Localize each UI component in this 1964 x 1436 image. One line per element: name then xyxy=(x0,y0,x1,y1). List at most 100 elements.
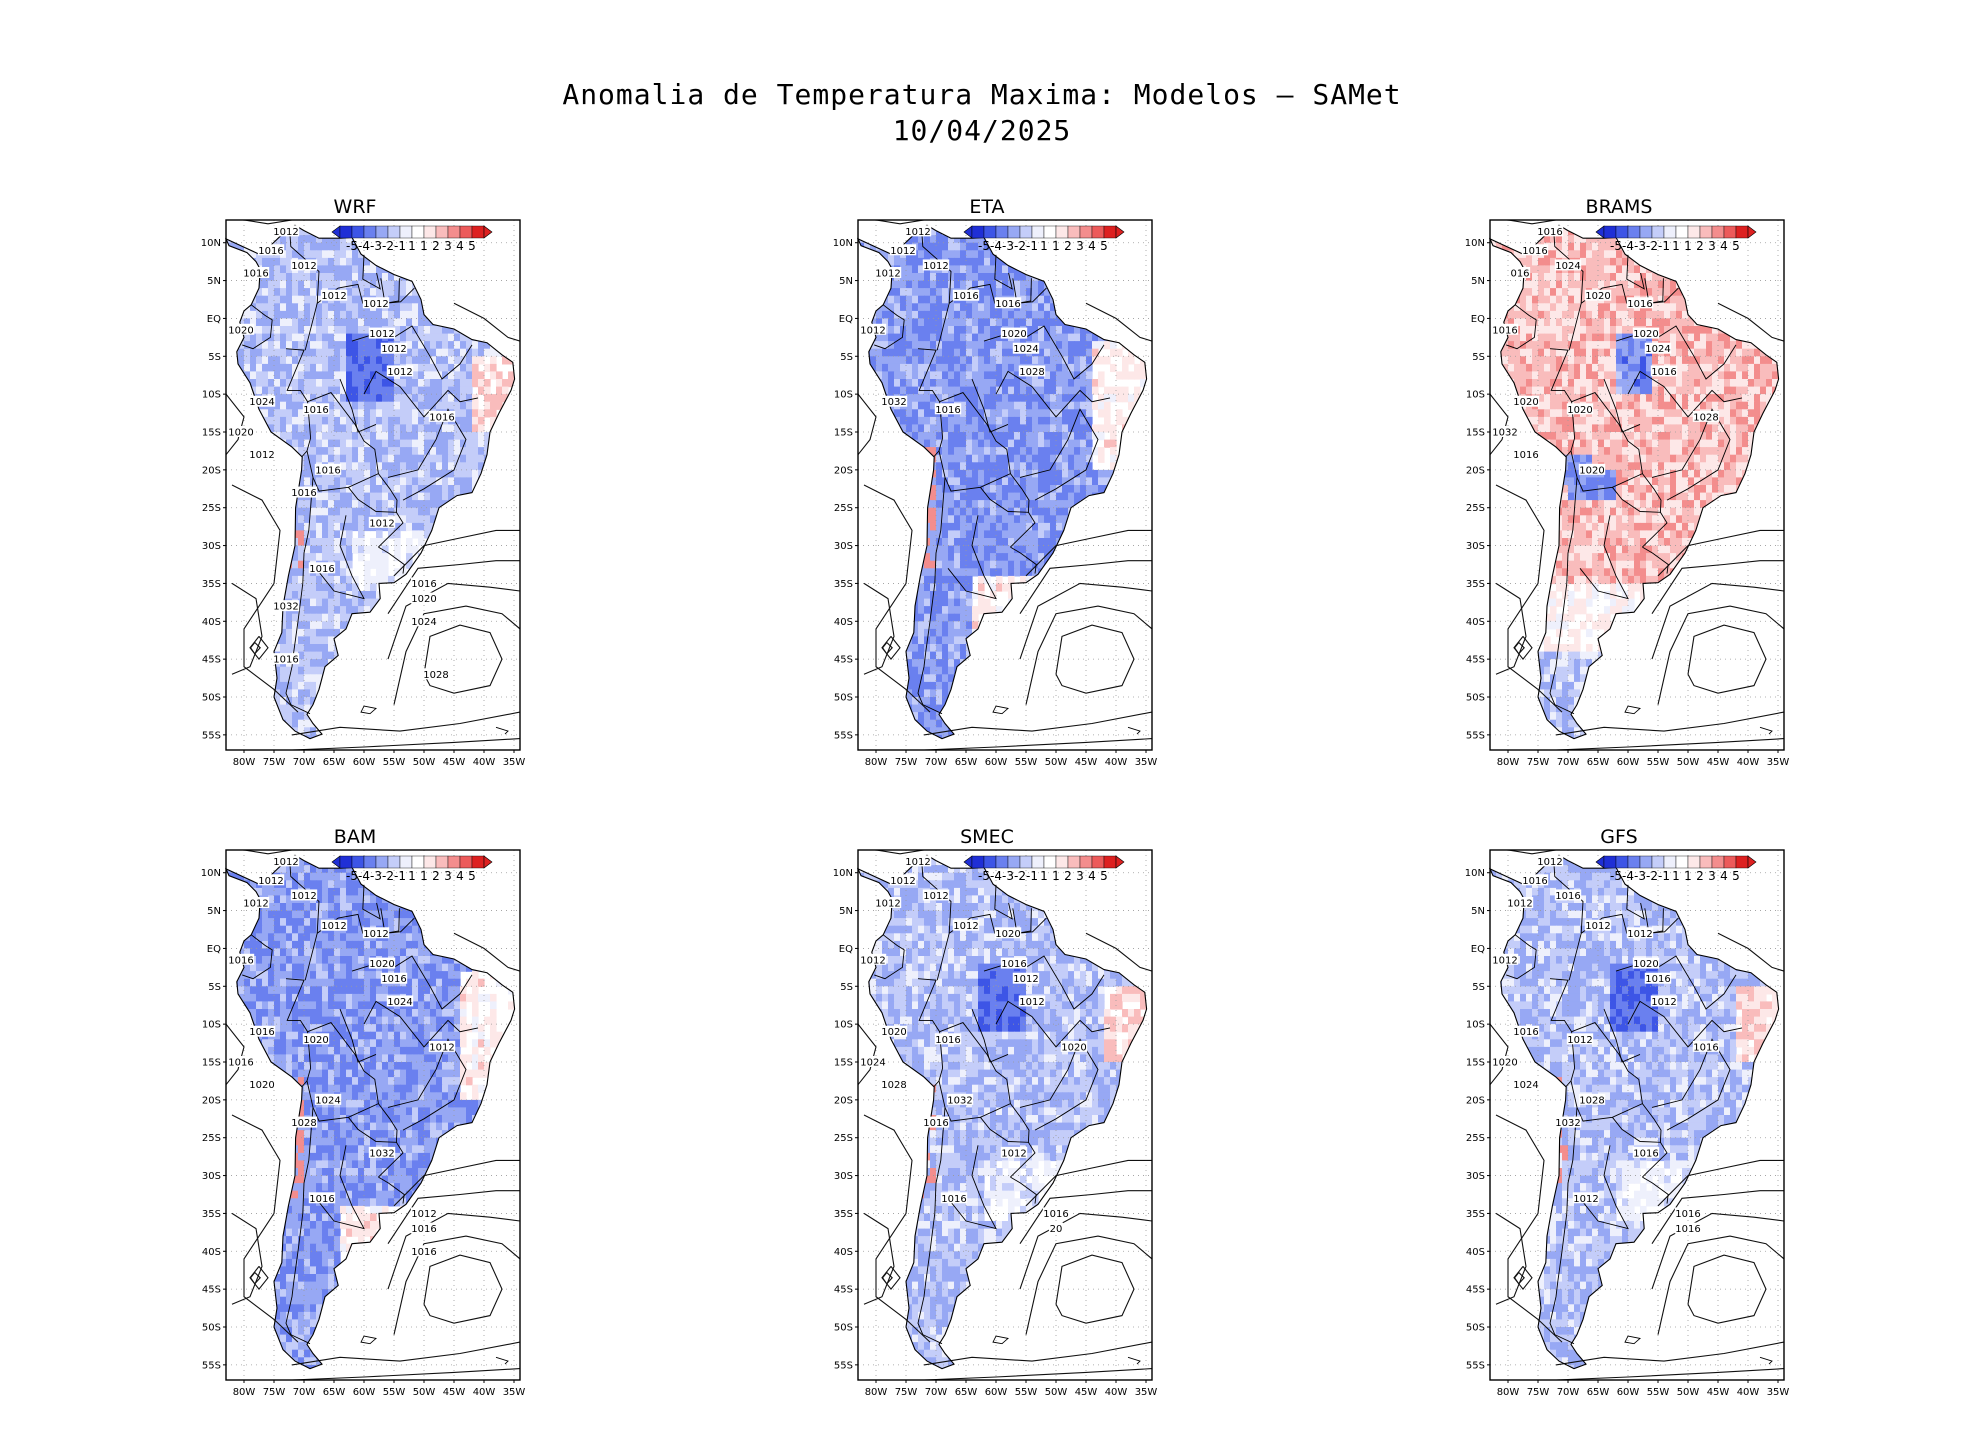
anomaly-cell xyxy=(424,424,431,433)
anomaly-cell xyxy=(954,235,961,244)
anomaly-cell xyxy=(996,432,1003,441)
coastline xyxy=(224,224,516,740)
anomaly-cell xyxy=(912,363,919,373)
anomaly-cell xyxy=(340,432,347,441)
anomaly-cell xyxy=(328,606,335,615)
anomaly-cell xyxy=(1050,333,1057,342)
anomaly-cell xyxy=(376,432,383,441)
anomaly-cell xyxy=(340,439,347,448)
anomaly-cell xyxy=(942,250,949,259)
anomaly-cell xyxy=(262,371,269,380)
colorbar-tick-label: -3 xyxy=(370,239,382,253)
anomaly-cell xyxy=(298,318,305,327)
anomaly-cell xyxy=(894,363,901,373)
anomaly-cell xyxy=(1038,280,1045,289)
anomaly-cell xyxy=(972,235,979,244)
anomaly-cell xyxy=(268,379,275,388)
anomaly-cell xyxy=(286,583,293,592)
anomaly-cell xyxy=(346,500,353,509)
anomaly-cell xyxy=(340,318,347,327)
anomaly-cell xyxy=(1050,310,1057,320)
anomaly-cell xyxy=(256,288,263,297)
anomaly-cell xyxy=(990,280,997,289)
anomaly-cell xyxy=(346,477,353,486)
anomaly-cell xyxy=(870,356,877,365)
anomaly-cell xyxy=(334,621,341,630)
anomaly-cell xyxy=(256,303,263,312)
anomaly-cell xyxy=(1032,288,1039,297)
anomaly-cell xyxy=(442,477,449,486)
anomaly-cell xyxy=(1080,432,1087,441)
lon-tick-label: 75W xyxy=(263,757,286,768)
anomaly-cell xyxy=(334,591,341,600)
anomaly-cell xyxy=(888,333,895,342)
anomaly-cell xyxy=(298,659,305,668)
anomaly-cell xyxy=(304,318,311,327)
anomaly-cell xyxy=(990,416,997,426)
anomaly-cell xyxy=(1062,371,1069,380)
contour-label: 1012 xyxy=(291,261,316,272)
anomaly-cell xyxy=(430,379,437,388)
anomaly-cell xyxy=(286,644,293,653)
anomaly-cell xyxy=(412,424,419,433)
anomaly-cell xyxy=(1092,341,1099,350)
anomaly-cell xyxy=(304,386,311,395)
anomaly-cell xyxy=(310,636,317,645)
anomaly-cell xyxy=(418,394,425,403)
anomaly-cell xyxy=(948,273,955,282)
anomaly-cell xyxy=(942,303,949,312)
anomaly-cell xyxy=(906,333,913,342)
anomaly-cell xyxy=(316,553,323,562)
anomaly-cell xyxy=(376,416,383,426)
anomaly-cell xyxy=(400,416,407,426)
anomaly-cell xyxy=(1008,371,1015,380)
anomaly-cell xyxy=(1032,326,1039,335)
anomaly-cell xyxy=(984,447,991,456)
anomaly-cell xyxy=(1014,356,1021,365)
anomaly-cell xyxy=(316,386,323,395)
anomaly-cell xyxy=(292,356,299,365)
anomaly-cell xyxy=(990,288,997,297)
anomaly-cell xyxy=(376,409,383,418)
anomaly-cell xyxy=(1074,341,1081,350)
anomaly-cell xyxy=(376,288,383,297)
anomaly-cell xyxy=(454,432,461,441)
anomaly-cell xyxy=(328,636,335,645)
anomaly-cell xyxy=(316,628,323,638)
anomaly-cell xyxy=(972,326,979,335)
anomaly-cell xyxy=(1014,379,1021,388)
anomaly-cell xyxy=(364,454,371,463)
anomaly-cell xyxy=(996,318,1003,327)
anomaly-cell xyxy=(436,447,443,456)
anomaly-cell xyxy=(948,288,955,297)
anomaly-cell xyxy=(328,591,335,600)
anomaly-cell xyxy=(930,303,937,312)
anomaly-cell xyxy=(292,379,299,388)
anomaly-cell xyxy=(490,356,497,365)
anomaly-cell xyxy=(948,303,955,312)
anomaly-cell xyxy=(960,303,967,312)
anomaly-cell xyxy=(978,363,985,373)
anomaly-cell xyxy=(298,356,305,365)
anomaly-cell xyxy=(304,507,311,516)
anomaly-cell xyxy=(876,318,883,327)
anomaly-cell xyxy=(466,401,473,410)
anomaly-cell xyxy=(298,674,305,683)
anomaly-cell xyxy=(900,409,907,418)
anomaly-cell xyxy=(948,432,955,441)
anomaly-cell xyxy=(960,265,967,274)
anomaly-cell xyxy=(454,333,461,342)
anomaly-cell xyxy=(1086,356,1093,365)
anomaly-cell xyxy=(322,242,329,251)
anomaly-cell xyxy=(906,341,913,350)
anomaly-cell xyxy=(394,507,401,516)
anomaly-cell xyxy=(388,401,395,410)
anomaly-cell xyxy=(936,454,943,463)
anomaly-cell xyxy=(918,341,925,350)
anomaly-cell xyxy=(280,697,287,706)
anomaly-cell xyxy=(280,257,287,267)
anomaly-cell xyxy=(972,310,979,320)
anomaly-cell xyxy=(322,477,329,486)
anomaly-cell xyxy=(460,477,467,486)
contour-label: 1012 xyxy=(381,344,406,355)
